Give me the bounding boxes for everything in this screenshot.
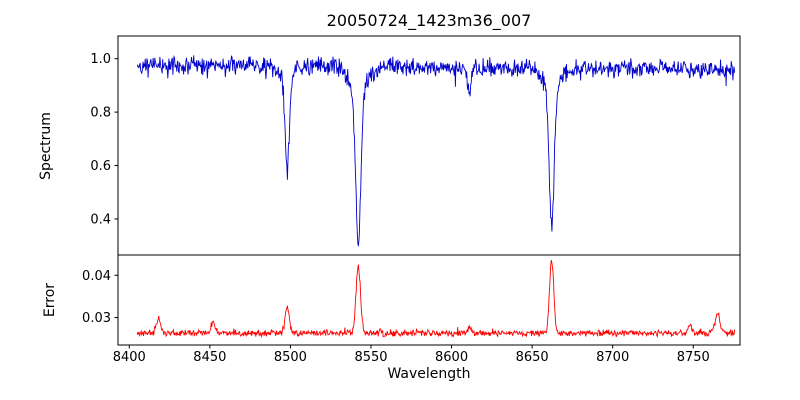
x-tick-label: 8400 — [113, 350, 146, 365]
y-tick-label: 0.8 — [90, 106, 111, 121]
error-axes-frame — [117, 254, 741, 346]
x-tick-label: 8650 — [516, 350, 549, 365]
y-tick-label: 0.03 — [82, 311, 111, 326]
y-tick-label: 1.0 — [90, 52, 111, 67]
chart-title: 20050724_1423m36_007 — [326, 11, 532, 30]
y-tick-label: 0.04 — [82, 269, 111, 284]
x-tick-label: 8600 — [435, 350, 468, 365]
x-tick-label: 8450 — [193, 350, 226, 365]
x-tick-label: 8700 — [596, 350, 629, 365]
x-axis-label: Wavelength — [387, 366, 471, 382]
y-tick-label: 0.4 — [90, 212, 111, 227]
error-line — [136, 260, 736, 339]
x-tick-label: 8550 — [354, 350, 387, 365]
spectrum-line — [136, 54, 736, 248]
x-tick-label: 8500 — [274, 350, 307, 365]
x-tick-label: 8750 — [677, 350, 710, 365]
y-tick-label: 0.6 — [90, 159, 111, 174]
